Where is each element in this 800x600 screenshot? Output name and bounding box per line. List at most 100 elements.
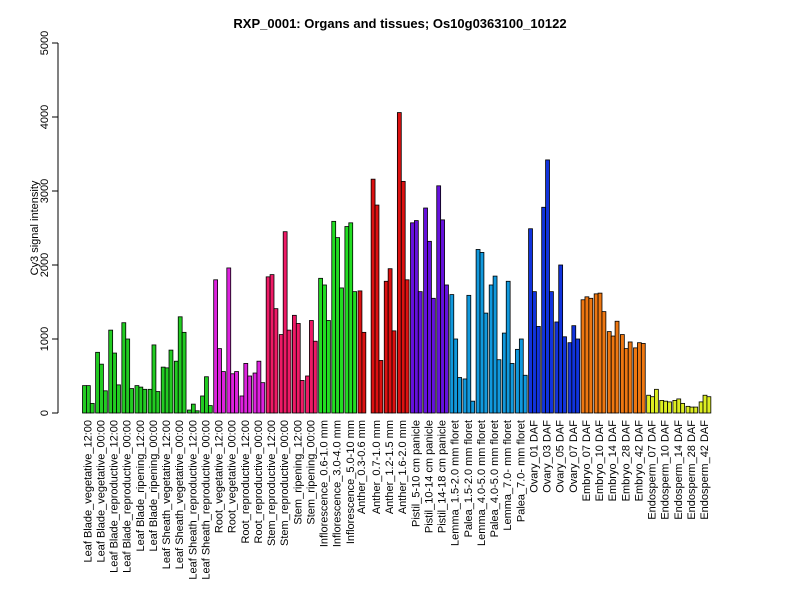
bar — [89, 402, 95, 414]
bar — [440, 219, 445, 414]
bar — [427, 240, 432, 414]
y-tick-label: 5000 — [39, 31, 51, 55]
y-tick-label: 3000 — [39, 179, 51, 203]
bar — [138, 386, 144, 414]
bar — [492, 275, 498, 414]
x-tick-label: Stem_reproductive_00:00 — [279, 420, 291, 546]
bar — [606, 331, 612, 414]
x-tick-label: Endosperm_28 DAF — [686, 420, 698, 520]
bar — [99, 363, 104, 414]
x-tick-label: Root_vegetative_00:00 — [227, 420, 239, 533]
bar — [82, 385, 87, 414]
bar — [496, 359, 502, 414]
y-tick-label: 4000 — [39, 105, 51, 129]
bar — [335, 237, 340, 414]
bar — [558, 264, 564, 414]
bars — [82, 112, 712, 414]
x-tick-label: Root_reproductive_12:00 — [240, 420, 252, 544]
bar — [256, 360, 262, 414]
bar — [562, 336, 567, 414]
bar — [247, 375, 253, 414]
y-axis: 0 1000 2000 3000 4000 5000 — [39, 31, 59, 416]
x-tick-label: Lemma_7.0- mm floret — [502, 420, 514, 531]
bar — [417, 291, 423, 414]
bar — [226, 267, 232, 414]
bar — [116, 384, 121, 414]
bar — [535, 326, 541, 414]
x-tick-label: Leaf Blade_ripening_00:00 — [148, 420, 160, 552]
bar — [400, 180, 406, 414]
x-tick-label: Leaf Blade_reproductive_00:00 — [122, 420, 134, 573]
bar — [698, 401, 704, 414]
bar — [689, 406, 695, 414]
bar — [326, 320, 331, 414]
x-tick-label: Anther_0.3-0.6 mm — [356, 420, 368, 514]
bar — [207, 405, 213, 414]
bar — [348, 222, 354, 414]
x-tick-label: Endosperm_10 DAF — [660, 420, 672, 520]
bar — [374, 204, 380, 414]
bar — [108, 329, 114, 414]
bar — [706, 396, 712, 414]
bar — [593, 293, 599, 414]
bar — [282, 231, 288, 414]
x-tick-label: Palea_1.5-2.0 mm floret — [463, 420, 475, 537]
bar — [396, 112, 402, 414]
bar — [541, 206, 547, 414]
x-tick-label: Inflorescence_3.0-4.0 mm — [332, 420, 344, 547]
chart-title: RXP_0001: Organs and tissues; Os10g03631… — [233, 16, 566, 31]
x-tick-label: Palea_7.0- mm floret — [515, 420, 527, 522]
bar — [299, 380, 305, 414]
x-tick-label: Pistil_5-10 cm panicle — [410, 420, 422, 527]
bar — [623, 348, 629, 414]
bar — [702, 394, 708, 414]
x-tick-label: Root_vegetative_12:00 — [214, 420, 226, 533]
x-tick-label: Leaf Blade_reproductive_12:00 — [109, 420, 121, 573]
bar — [431, 297, 436, 414]
bar — [614, 320, 620, 414]
x-tick-label: Stem_reproductive_12:00 — [266, 420, 278, 546]
bar — [378, 360, 384, 414]
bar — [545, 159, 550, 414]
x-tick-label: Lemma_4.0-5.0 mm floret — [476, 420, 488, 546]
bar — [637, 342, 642, 414]
x-tick-label: Leaf Sheath_reproductive_12:00 — [187, 420, 199, 580]
bar — [676, 398, 682, 414]
bar — [194, 410, 200, 414]
bar — [685, 405, 691, 414]
x-tick-label: Root_reproductive_00:00 — [253, 420, 265, 544]
x-tick-label: Embryo_10 DAF — [594, 420, 606, 502]
bar — [479, 252, 485, 414]
bar — [129, 388, 134, 414]
x-tick-label: Palea_4.0-5.0 mm floret — [489, 420, 501, 537]
bar — [273, 308, 279, 414]
bar — [640, 343, 646, 414]
bar — [221, 371, 226, 414]
bar — [449, 294, 455, 414]
bar — [168, 349, 174, 414]
x-tick-label: Endosperm_42 DAF — [699, 420, 711, 520]
bar — [331, 220, 337, 414]
bar — [423, 207, 428, 414]
bar — [344, 226, 350, 414]
bar — [213, 279, 218, 414]
x-tick-label: Lemma_1.5-2.0 mm floret — [450, 420, 462, 546]
bar — [404, 279, 410, 414]
bar — [295, 323, 301, 414]
bar — [515, 348, 520, 414]
bar — [667, 401, 672, 414]
bar — [601, 311, 607, 414]
bar — [181, 331, 187, 414]
bar — [177, 316, 183, 414]
x-tick-label: Pistil_10-14 cm panicle — [423, 420, 435, 533]
bar — [659, 400, 665, 414]
y-axis-label: Cy3 signal intensity — [29, 180, 41, 275]
x-tick-label: Pistil_14-18 cm panicle — [437, 420, 449, 533]
bar — [370, 178, 376, 414]
bar — [444, 284, 449, 414]
bar — [501, 332, 507, 414]
bar — [204, 376, 209, 414]
bar — [387, 268, 393, 414]
bar — [309, 320, 314, 414]
